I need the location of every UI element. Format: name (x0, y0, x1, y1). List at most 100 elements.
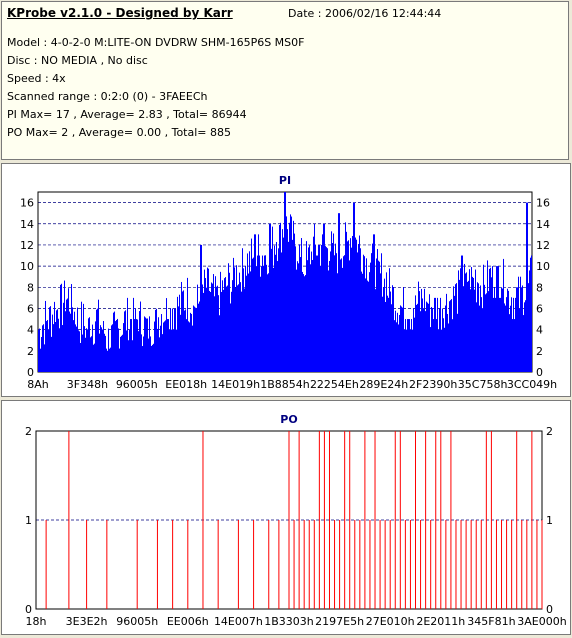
app-title: KProbe v2.1.0 - Designed by Karr (7, 6, 233, 20)
pi-bar (445, 305, 446, 372)
pi-bar (68, 288, 69, 372)
pi-bar (397, 312, 398, 372)
pi-bar (42, 325, 43, 372)
pi-bar (156, 308, 157, 372)
pi-bar (388, 297, 389, 372)
pi-bar (372, 243, 373, 372)
pi-bar (38, 329, 39, 372)
pi-bar (460, 268, 461, 372)
pi-bar (514, 319, 515, 372)
pi-bar (487, 260, 488, 372)
pi-chart: PI 0 0 2 2 4 4 6 6 8 8 10 10 12 12 14 14 16 16 8Ah 3F348h 960… (20, 174, 557, 391)
pi-bar (462, 255, 463, 372)
pi-bar (39, 328, 40, 372)
pi-bar (491, 277, 492, 372)
pi-bar (453, 286, 454, 372)
pi-bar (176, 329, 177, 372)
pi-bar (50, 306, 51, 372)
pi-bar (484, 284, 485, 372)
pi-bar (72, 307, 73, 372)
pi-bar (88, 318, 89, 372)
pi-bar (54, 301, 55, 372)
pi-bar (203, 292, 204, 372)
pi-bar (521, 287, 522, 372)
pi-bar (478, 283, 479, 372)
speed-line: Speed : 4x (7, 72, 66, 85)
pi-bar (274, 245, 275, 372)
pi-bar (127, 297, 128, 372)
pi-bar (482, 308, 483, 372)
pi-bar (361, 271, 362, 372)
pi-bar (258, 234, 259, 372)
pi-bar (101, 327, 102, 372)
pi-bar (282, 229, 283, 372)
pi-bar (340, 259, 341, 372)
pi-bar (209, 290, 210, 372)
pi-bar (318, 244, 319, 372)
pi-bar (59, 328, 60, 372)
pi-bar (350, 238, 351, 372)
pi-bar (439, 308, 440, 372)
pi-bar (204, 269, 205, 372)
pi-bar (527, 202, 528, 372)
pi-bar (370, 262, 371, 372)
pi-bar (213, 274, 214, 372)
pi-bar (235, 287, 236, 372)
pi-bar (228, 263, 229, 372)
pi-bar (182, 291, 183, 372)
pi-bar (188, 321, 189, 372)
pi-bar (414, 317, 415, 372)
y-tick-label-right: 4 (536, 324, 543, 337)
pi-bar (155, 309, 156, 372)
y-tick-label-right: 2 (546, 425, 553, 438)
pi-bar (446, 293, 447, 372)
pi-bar (125, 310, 126, 372)
pi-bar (378, 260, 379, 372)
pi-bar (383, 287, 384, 372)
pi-bar (401, 306, 402, 372)
pi-bar (357, 252, 358, 372)
pi-bar (98, 299, 99, 372)
pi-bar (151, 345, 152, 372)
pi-bar (331, 231, 332, 372)
pi-bar (394, 320, 395, 372)
pi-bar (379, 261, 380, 372)
pi-bar (493, 297, 494, 372)
pi-bar (505, 305, 506, 372)
pi-bar (335, 243, 336, 372)
pi-bar (248, 273, 249, 372)
y-tick-label-right: 0 (536, 366, 543, 379)
pi-bar (364, 256, 365, 372)
pi-bar (415, 295, 416, 372)
pi-bar (136, 319, 137, 372)
pi-bar (226, 286, 227, 372)
pi-bar (122, 334, 123, 372)
pi-bar (368, 281, 369, 372)
pi-bar (391, 304, 392, 372)
pi-bar (272, 226, 273, 372)
pi-bar (73, 320, 74, 372)
pi-bar (207, 267, 208, 372)
pi-bar (313, 236, 314, 372)
pi-bar (292, 239, 293, 372)
pi-bar (219, 315, 220, 372)
pi-bar (126, 330, 127, 372)
pi-chart-panel: PI 0 0 2 2 4 4 6 6 8 8 10 10 12 12 14 14 16 16 8Ah 3F348h 960… (1, 163, 571, 397)
pi-bar (293, 220, 294, 372)
pi-bar (153, 343, 154, 372)
pi-bar (172, 308, 173, 372)
pi-bar (308, 247, 309, 372)
pi-bar (148, 338, 149, 372)
pi-bar (252, 258, 253, 372)
pi-bar (477, 282, 478, 372)
pi-bar (371, 253, 372, 372)
pi-bar (332, 243, 333, 372)
pi-bar (498, 266, 499, 372)
pi-bar (198, 303, 199, 372)
pi-bar (463, 286, 464, 372)
pi-bar (232, 280, 233, 372)
pi-summary-line: PI Max= 17 , Average= 2.83 , Total= 8694… (7, 108, 247, 121)
pi-bar (147, 318, 148, 372)
pi-bar (187, 277, 188, 372)
pi-bar (48, 329, 49, 372)
